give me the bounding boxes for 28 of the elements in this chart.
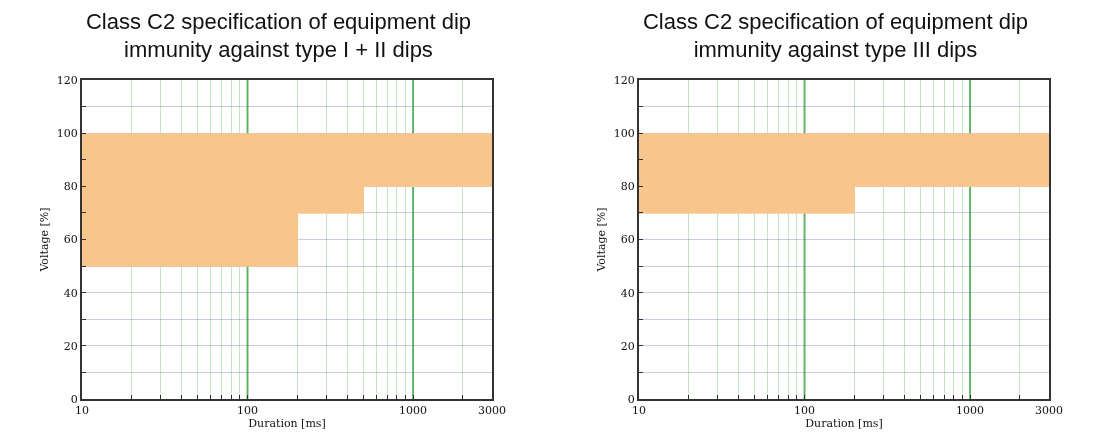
- x-tick-label: 10: [75, 404, 89, 418]
- x-tick-label: 10: [632, 404, 646, 418]
- chart-title: Class C2 specification of equipment dip immunity against type III dips: [642, 8, 1029, 63]
- x-axis-title: Duration [ms]: [248, 417, 326, 431]
- y-tick-label: 120: [613, 73, 635, 87]
- chart-title: Class C2 specification of equipment dip immunity against type I + II dips: [85, 8, 472, 63]
- y-tick-label: 80: [620, 180, 635, 194]
- y-tick-label: 0: [70, 392, 78, 406]
- y-tick-label: 0: [627, 392, 635, 406]
- y-tick-label: 100: [613, 127, 635, 141]
- y-tick-label: 20: [63, 339, 78, 353]
- x-axis-title: Duration [ms]: [805, 417, 883, 431]
- x-tick-label: 3000: [1035, 404, 1063, 418]
- y-axis-title: Voltage [%]: [594, 207, 608, 273]
- y-tick-label: 60: [63, 233, 78, 247]
- y-axis-title: Voltage [%]: [37, 207, 51, 273]
- x-tick-label: 100: [794, 404, 816, 418]
- y-tick-label: 100: [56, 127, 78, 141]
- y-tick-label: 60: [620, 233, 635, 247]
- y-tick-label: 40: [620, 286, 635, 300]
- x-tick-label: 1000: [956, 404, 985, 418]
- x-tick-label: 3000: [478, 404, 506, 418]
- x-tick-label: 100: [237, 404, 259, 418]
- y-tick-label: 20: [620, 339, 635, 353]
- x-tick-label: 1000: [399, 404, 428, 418]
- y-tick-label: 120: [56, 73, 78, 87]
- y-tick-label: 40: [63, 286, 78, 300]
- y-tick-label: 80: [63, 180, 78, 194]
